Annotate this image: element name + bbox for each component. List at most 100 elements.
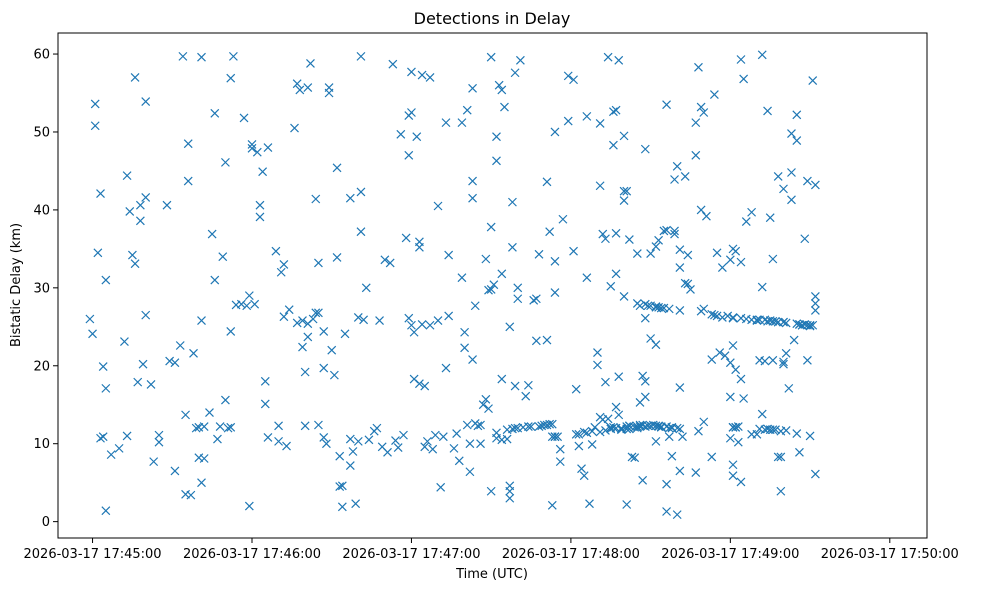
data-point-marker	[728, 313, 738, 323]
scatter-marks	[85, 50, 820, 520]
data-point-marker	[662, 100, 671, 110]
data-point-marker	[577, 464, 586, 474]
data-point-marker	[569, 246, 578, 256]
data-point-marker	[595, 181, 605, 191]
y-axis-label: Bistatic Delay (km)	[9, 223, 24, 347]
data-point-marker	[404, 313, 414, 323]
data-point-marker	[468, 83, 477, 93]
data-point-marker	[614, 55, 624, 65]
data-point-marker	[130, 259, 140, 269]
data-point-marker	[638, 475, 648, 485]
data-point-marker	[569, 75, 578, 85]
data-point-marker	[356, 51, 366, 61]
data-point-marker	[731, 422, 741, 432]
data-point-marker	[656, 303, 666, 313]
data-point-marker	[757, 50, 767, 60]
data-point-marker	[274, 436, 283, 446]
data-point-marker	[603, 52, 613, 62]
data-point-marker	[563, 116, 573, 126]
data-point-marker	[311, 308, 321, 318]
data-point-marker	[314, 258, 323, 268]
data-point-marker	[247, 143, 257, 153]
data-point-marker	[550, 256, 560, 266]
data-point-marker	[449, 443, 459, 453]
data-point-marker	[662, 507, 671, 516]
x-tick-label: 2026-03-17 17:47:00	[342, 547, 480, 562]
data-point-marker	[207, 229, 217, 239]
data-point-marker	[494, 80, 504, 90]
data-point-marker	[675, 245, 685, 255]
data-point-marker	[465, 467, 475, 477]
data-point-marker	[646, 249, 656, 258]
data-point-marker	[162, 200, 172, 210]
data-point-marker	[810, 469, 820, 479]
data-point-marker	[593, 348, 602, 357]
data-point-marker	[736, 477, 746, 487]
data-point-marker	[210, 108, 220, 118]
data-point-marker	[420, 442, 430, 452]
data-point-marker	[401, 233, 411, 243]
data-point-marker	[680, 278, 690, 288]
data-point-marker	[271, 246, 281, 256]
data-point-marker	[795, 447, 804, 457]
data-point-marker	[321, 439, 331, 449]
data-point-marker	[523, 380, 533, 390]
data-point-marker	[675, 466, 685, 476]
data-point-marker	[106, 450, 116, 460]
data-point-marker	[462, 420, 472, 430]
data-point-marker	[741, 217, 751, 227]
data-point-marker	[303, 332, 313, 342]
data-point-marker	[510, 68, 520, 78]
data-point-marker	[324, 88, 334, 98]
data-point-marker	[497, 85, 507, 95]
data-point-marker	[707, 355, 717, 364]
data-point-marker	[619, 131, 629, 141]
data-point-marker	[707, 309, 717, 319]
data-point-marker	[608, 422, 618, 432]
data-point-marker	[723, 311, 733, 321]
data-point-marker	[486, 486, 496, 496]
data-point-marker	[678, 432, 687, 442]
data-point-marker	[619, 291, 629, 301]
data-point-marker	[438, 432, 448, 442]
data-point-marker	[149, 457, 159, 467]
data-point-marker	[638, 371, 648, 381]
data-point-marker	[226, 327, 236, 336]
data-point-marker	[218, 252, 228, 262]
data-point-marker	[717, 313, 727, 322]
data-point-marker	[595, 427, 605, 437]
data-point-marker	[247, 140, 257, 149]
data-point-marker	[810, 180, 820, 190]
data-point-marker	[640, 392, 650, 402]
data-point-marker	[351, 499, 361, 509]
data-point-marker	[725, 392, 735, 402]
data-point-marker	[547, 500, 557, 510]
data-point-marker	[476, 439, 485, 449]
data-point-marker	[197, 316, 206, 325]
data-point-marker	[197, 478, 206, 488]
data-point-marker	[787, 129, 796, 138]
data-point-marker	[627, 452, 637, 462]
data-point-marker	[404, 150, 414, 160]
data-point-marker	[391, 436, 400, 446]
data-point-marker	[784, 383, 794, 393]
data-point-marker	[635, 301, 645, 311]
data-point-marker	[646, 334, 656, 343]
data-point-marker	[492, 132, 501, 142]
data-point-marker	[587, 426, 597, 436]
data-point-marker	[601, 426, 610, 435]
data-point-marker	[715, 348, 725, 357]
data-point-marker	[170, 466, 180, 476]
data-point-marker	[670, 175, 679, 184]
data-point-marker	[356, 187, 366, 197]
data-point-marker	[255, 200, 265, 210]
data-point-marker	[728, 471, 738, 481]
data-point-marker	[707, 452, 717, 462]
data-point-marker	[444, 311, 454, 321]
data-point-marker	[731, 365, 741, 375]
data-point-marker	[486, 284, 496, 294]
data-point-marker	[260, 376, 270, 386]
data-point-marker	[508, 197, 517, 207]
data-point-marker	[731, 246, 741, 256]
